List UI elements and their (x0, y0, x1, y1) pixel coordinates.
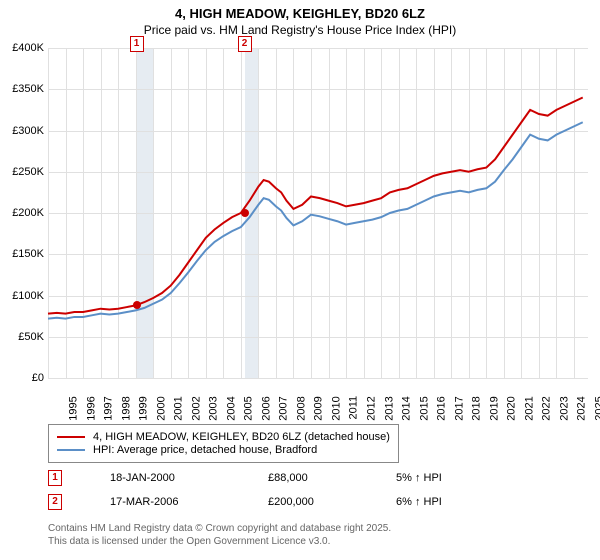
event-marker: 1 (130, 36, 144, 52)
line-svg (48, 48, 588, 378)
y-axis-label: £250K (0, 166, 44, 178)
x-axis-label: 2002 (190, 396, 202, 420)
x-axis-label: 2016 (436, 396, 448, 420)
y-axis-label: £200K (0, 207, 44, 219)
x-axis-label: 1996 (85, 396, 97, 420)
x-axis-label: 2025 (593, 396, 600, 420)
x-axis-label: 2023 (558, 396, 570, 420)
x-axis-label: 2010 (330, 396, 342, 420)
chart-title: 4, HIGH MEADOW, KEIGHLEY, BD20 6LZ (0, 0, 600, 23)
x-axis-label: 2009 (313, 396, 325, 420)
x-axis-label: 2013 (383, 396, 395, 420)
event-date: 17-MAR-2006 (110, 496, 220, 508)
x-axis-label: 2017 (453, 396, 465, 420)
plot-area: £0£50K£100K£150K£200K£250K£300K£350K£400… (48, 48, 588, 378)
y-axis-label: £350K (0, 83, 44, 95)
gridline-y (48, 378, 588, 379)
event-delta: 5% ↑ HPI (396, 472, 442, 484)
legend-row: 4, HIGH MEADOW, KEIGHLEY, BD20 6LZ (deta… (57, 431, 390, 443)
event-marker-icon: 2 (48, 494, 62, 510)
x-axis-label: 2000 (155, 396, 167, 420)
event-marker-icon: 1 (48, 470, 62, 486)
y-axis-label: £400K (0, 42, 44, 54)
x-axis-label: 2021 (523, 396, 535, 420)
series-line (48, 122, 583, 318)
x-axis-label: 2007 (278, 396, 290, 420)
event-row: 1 18-JAN-2000 £88,000 5% ↑ HPI (48, 470, 442, 486)
y-axis-label: £0 (0, 372, 44, 384)
event-row: 2 17-MAR-2006 £200,000 6% ↑ HPI (48, 494, 442, 510)
x-axis-label: 2004 (225, 396, 237, 420)
event-date: 18-JAN-2000 (110, 472, 220, 484)
x-axis-label: 2011 (347, 396, 359, 420)
y-axis-label: £50K (0, 331, 44, 343)
chart-subtitle: Price paid vs. HM Land Registry's House … (0, 23, 600, 41)
legend: 4, HIGH MEADOW, KEIGHLEY, BD20 6LZ (deta… (48, 424, 399, 463)
x-axis-label: 2001 (173, 396, 185, 420)
x-axis-label: 2012 (366, 396, 378, 420)
footer-line1: Contains HM Land Registry data © Crown c… (48, 522, 391, 535)
event-price: £200,000 (268, 496, 348, 508)
event-price: £88,000 (268, 472, 348, 484)
x-axis-label: 2003 (208, 396, 220, 420)
x-axis-label: 2008 (295, 396, 307, 420)
series-line (48, 98, 583, 314)
y-axis-label: £100K (0, 290, 44, 302)
x-axis-label: 1998 (120, 396, 132, 420)
chart-container: 4, HIGH MEADOW, KEIGHLEY, BD20 6LZ Price… (0, 0, 600, 560)
x-axis-label: 2018 (471, 396, 483, 420)
x-axis-label: 1995 (67, 396, 79, 420)
x-axis-label: 2015 (418, 396, 430, 420)
x-axis-label: 2019 (488, 396, 500, 420)
event-delta: 6% ↑ HPI (396, 496, 442, 508)
x-axis-label: 2020 (506, 396, 518, 420)
x-axis-label: 2024 (576, 396, 588, 420)
y-axis-label: £150K (0, 248, 44, 260)
x-axis-label: 1997 (103, 396, 115, 420)
x-axis-label: 2006 (260, 396, 272, 420)
x-axis-label: 2005 (243, 396, 255, 420)
legend-swatch (57, 436, 85, 438)
price-dot (241, 209, 249, 217)
legend-label: HPI: Average price, detached house, Brad… (93, 444, 317, 456)
legend-label: 4, HIGH MEADOW, KEIGHLEY, BD20 6LZ (deta… (93, 431, 390, 443)
legend-row: HPI: Average price, detached house, Brad… (57, 444, 390, 456)
y-axis-label: £300K (0, 125, 44, 137)
footer-attribution: Contains HM Land Registry data © Crown c… (48, 522, 391, 548)
footer-line2: This data is licensed under the Open Gov… (48, 535, 391, 548)
event-marker: 2 (238, 36, 252, 52)
legend-swatch (57, 449, 85, 451)
x-axis-label: 2022 (541, 396, 553, 420)
price-dot (133, 301, 141, 309)
x-axis-label: 2014 (401, 396, 413, 420)
x-axis-label: 1999 (138, 396, 150, 420)
